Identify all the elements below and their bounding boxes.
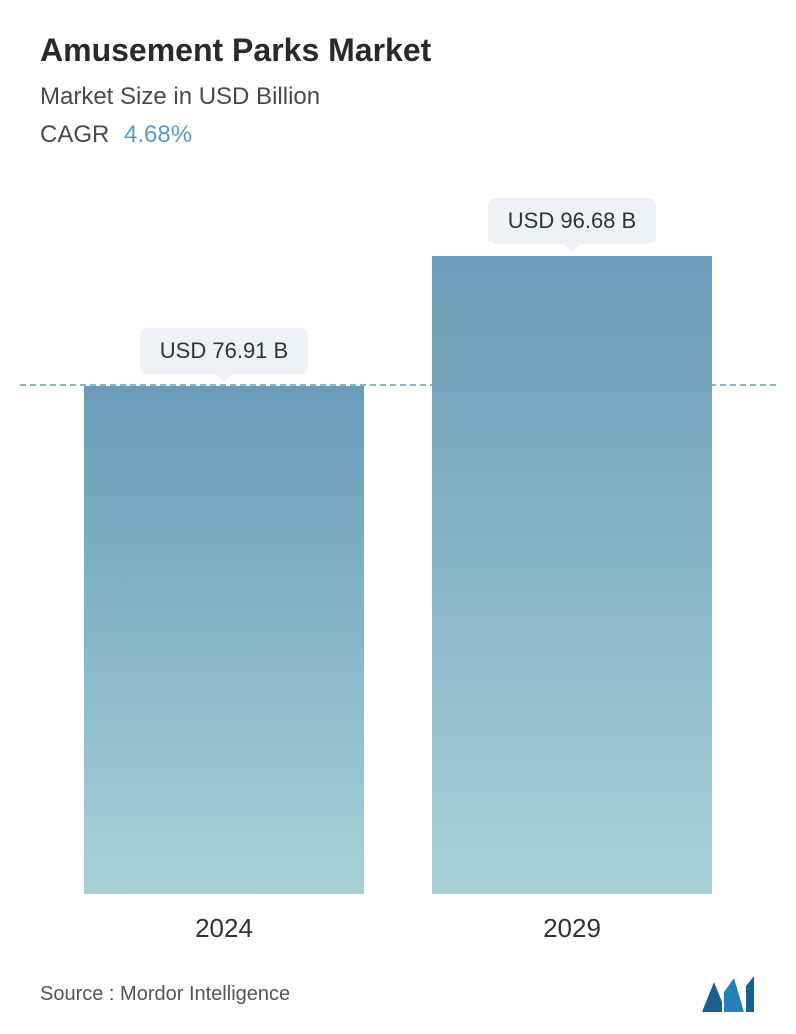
chart-area: USD 76.91 B USD 96.68 B 2024 2029 xyxy=(20,179,776,964)
bar xyxy=(432,256,712,894)
chart-title: Amusement Parks Market xyxy=(40,32,756,69)
x-axis-labels: 2024 2029 xyxy=(20,913,776,944)
chart-footer: Source : Mordor Intelligence xyxy=(40,964,756,1014)
value-label-pill: USD 96.68 B xyxy=(488,198,656,244)
value-label-pill: USD 76.91 B xyxy=(140,328,308,374)
bar-group: USD 96.68 B xyxy=(432,198,712,894)
cagr-row: CAGR 4.68% xyxy=(40,121,756,149)
chart-subtitle: Market Size in USD Billion xyxy=(40,83,756,111)
mordor-logo-icon xyxy=(700,974,756,1014)
x-axis-label: 2024 xyxy=(84,913,364,944)
bar xyxy=(84,386,364,894)
source-attribution: Source : Mordor Intelligence xyxy=(40,983,290,1006)
bar-group: USD 76.91 B xyxy=(84,328,364,894)
x-axis-label: 2029 xyxy=(432,913,712,944)
cagr-label: CAGR xyxy=(40,121,109,148)
cagr-value: 4.68% xyxy=(124,121,192,148)
bars-container: USD 76.91 B USD 96.68 B xyxy=(20,179,776,894)
